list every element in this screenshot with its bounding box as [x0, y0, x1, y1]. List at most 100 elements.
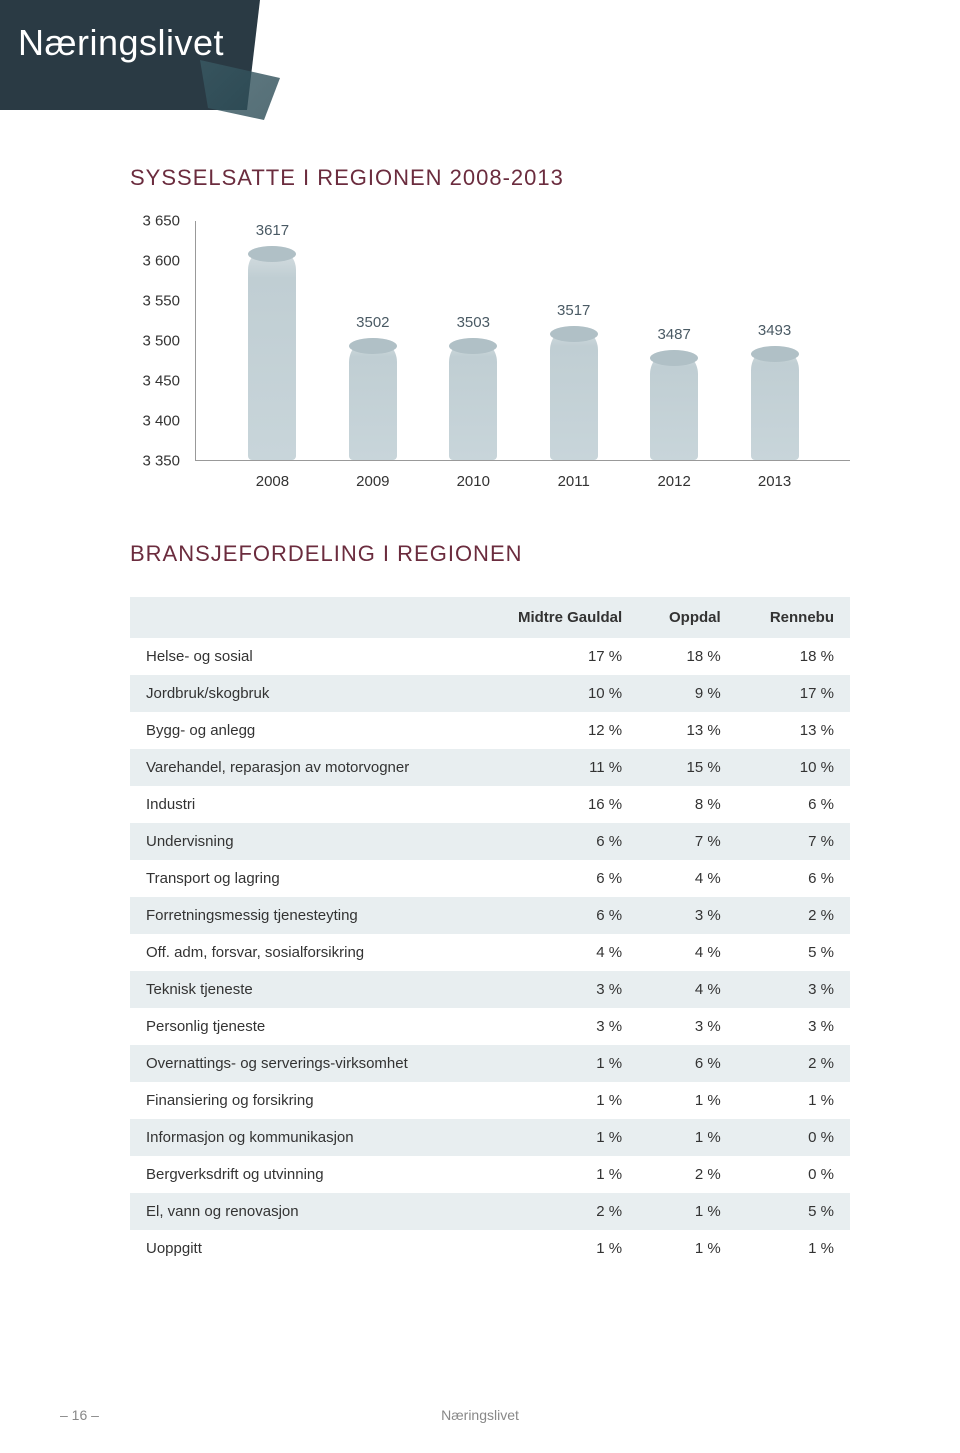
- table-cell: Jordbruk/skogbruk: [130, 675, 478, 712]
- table-cell: 1 %: [737, 1230, 850, 1267]
- y-tick-label: 3 350: [142, 453, 180, 470]
- bar-group: 35172011: [550, 326, 598, 460]
- table-row: Transport og lagring6 %4 %6 %: [130, 860, 850, 897]
- table-cell: 5 %: [737, 1193, 850, 1230]
- table-cell: Helse- og sosial: [130, 638, 478, 675]
- table-cell: 7 %: [737, 823, 850, 860]
- table-row: Personlig tjeneste3 %3 %3 %: [130, 1008, 850, 1045]
- page-title: Næringslivet: [18, 22, 224, 64]
- table-cell: 2 %: [638, 1156, 737, 1193]
- y-tick-label: 3 600: [142, 253, 180, 270]
- table-cell: 3 %: [737, 1008, 850, 1045]
- bar: 3617: [248, 246, 296, 460]
- table-row: Uoppgitt1 %1 %1 %: [130, 1230, 850, 1267]
- table-cell: 1 %: [478, 1119, 638, 1156]
- chart-plot-area: 3617200835022009350320103517201134872012…: [195, 221, 850, 461]
- bar-value-label: 3502: [349, 314, 397, 331]
- table-cell: Personlig tjeneste: [130, 1008, 478, 1045]
- table-cell: 18 %: [638, 638, 737, 675]
- table-cell: Undervisning: [130, 823, 478, 860]
- table-cell: 11 %: [478, 749, 638, 786]
- industry-table: Midtre Gauldal Oppdal Rennebu Helse- og …: [130, 597, 850, 1267]
- table-cell: 2 %: [737, 1045, 850, 1082]
- col-header: Midtre Gauldal: [478, 597, 638, 638]
- table-row: Bygg- og anlegg12 %13 %13 %: [130, 712, 850, 749]
- table-cell: Bygg- og anlegg: [130, 712, 478, 749]
- table-cell: Off. adm, forsvar, sosialforsikring: [130, 934, 478, 971]
- bar-category-label: 2010: [449, 473, 497, 490]
- bar: 3487: [650, 350, 698, 460]
- table-cell: Overnattings- og serverings-virksomhet: [130, 1045, 478, 1082]
- table-cell: 1 %: [737, 1082, 850, 1119]
- table-row: Overnattings- og serverings-virksomhet1 …: [130, 1045, 850, 1082]
- bar: 3503: [449, 338, 497, 460]
- table-cell: Uoppgitt: [130, 1230, 478, 1267]
- table-cell: 6 %: [638, 1045, 737, 1082]
- table-cell: 1 %: [478, 1156, 638, 1193]
- table-cell: 4 %: [638, 860, 737, 897]
- table-cell: 1 %: [638, 1082, 737, 1119]
- bar-category-label: 2009: [349, 473, 397, 490]
- table-cell: 8 %: [638, 786, 737, 823]
- chart-y-axis: 3 6503 6003 5503 5003 4503 4003 350: [130, 221, 190, 461]
- table-cell: 6 %: [737, 786, 850, 823]
- table-cell: Varehandel, reparasjon av motorvogner: [130, 749, 478, 786]
- table-cell: 13 %: [638, 712, 737, 749]
- header-accent: [200, 60, 280, 120]
- table-cell: 10 %: [478, 675, 638, 712]
- table-cell: 3 %: [478, 1008, 638, 1045]
- table-cell: 7 %: [638, 823, 737, 860]
- table-cell: 1 %: [478, 1045, 638, 1082]
- content-area: SYSSELSATTE I REGIONEN 2008-2013 3 6503 …: [130, 165, 850, 1267]
- bar-category-label: 2012: [650, 473, 698, 490]
- table-cell: 4 %: [638, 971, 737, 1008]
- table-header-row: Midtre Gauldal Oppdal Rennebu: [130, 597, 850, 638]
- table-row: Varehandel, reparasjon av motorvogner11 …: [130, 749, 850, 786]
- bar-value-label: 3503: [449, 314, 497, 331]
- bar-category-label: 2011: [550, 473, 598, 490]
- bar-value-label: 3517: [550, 302, 598, 319]
- table-cell: Informasjon og kommunikasjon: [130, 1119, 478, 1156]
- bar-group: 34872012: [650, 350, 698, 460]
- table-cell: 2 %: [478, 1193, 638, 1230]
- table-cell: 17 %: [737, 675, 850, 712]
- table-cell: 10 %: [737, 749, 850, 786]
- bar-value-label: 3493: [751, 322, 799, 339]
- table-row: Teknisk tjeneste3 %4 %3 %: [130, 971, 850, 1008]
- col-header: Rennebu: [737, 597, 850, 638]
- bar-value-label: 3617: [248, 222, 296, 239]
- table-cell: 4 %: [478, 934, 638, 971]
- table-row: Jordbruk/skogbruk10 %9 %17 %: [130, 675, 850, 712]
- table-cell: 1 %: [638, 1230, 737, 1267]
- bar-category-label: 2013: [751, 473, 799, 490]
- table-row: Finansiering og forsikring1 %1 %1 %: [130, 1082, 850, 1119]
- table-cell: Forretningsmessig tjenesteyting: [130, 897, 478, 934]
- footer-text: Næringslivet: [0, 1407, 960, 1423]
- table-row: Helse- og sosial17 %18 %18 %: [130, 638, 850, 675]
- table-row: Forretningsmessig tjenesteyting6 %3 %2 %: [130, 897, 850, 934]
- table-cell: 1 %: [638, 1119, 737, 1156]
- y-tick-label: 3 650: [142, 213, 180, 230]
- table-cell: 3 %: [737, 971, 850, 1008]
- table-row: Off. adm, forsvar, sosialforsikring4 %4 …: [130, 934, 850, 971]
- table-cell: 6 %: [478, 897, 638, 934]
- table-cell: 6 %: [478, 860, 638, 897]
- table-cell: 0 %: [737, 1156, 850, 1193]
- table-cell: 5 %: [737, 934, 850, 971]
- y-tick-label: 3 550: [142, 293, 180, 310]
- bar-group: 36172008: [248, 246, 296, 460]
- table-cell: 6 %: [478, 823, 638, 860]
- table-cell: 1 %: [638, 1193, 737, 1230]
- table-cell: 17 %: [478, 638, 638, 675]
- table-cell: 3 %: [638, 1008, 737, 1045]
- table-cell: 12 %: [478, 712, 638, 749]
- table-row: Undervisning6 %7 %7 %: [130, 823, 850, 860]
- table-row: Industri16 %8 %6 %: [130, 786, 850, 823]
- bar-value-label: 3487: [650, 326, 698, 343]
- table-cell: 9 %: [638, 675, 737, 712]
- employment-chart: 3 6503 6003 5503 5003 4503 4003 350 3617…: [130, 221, 850, 501]
- table-cell: Teknisk tjeneste: [130, 971, 478, 1008]
- y-tick-label: 3 500: [142, 333, 180, 350]
- table-cell: 3 %: [478, 971, 638, 1008]
- table-cell: 2 %: [737, 897, 850, 934]
